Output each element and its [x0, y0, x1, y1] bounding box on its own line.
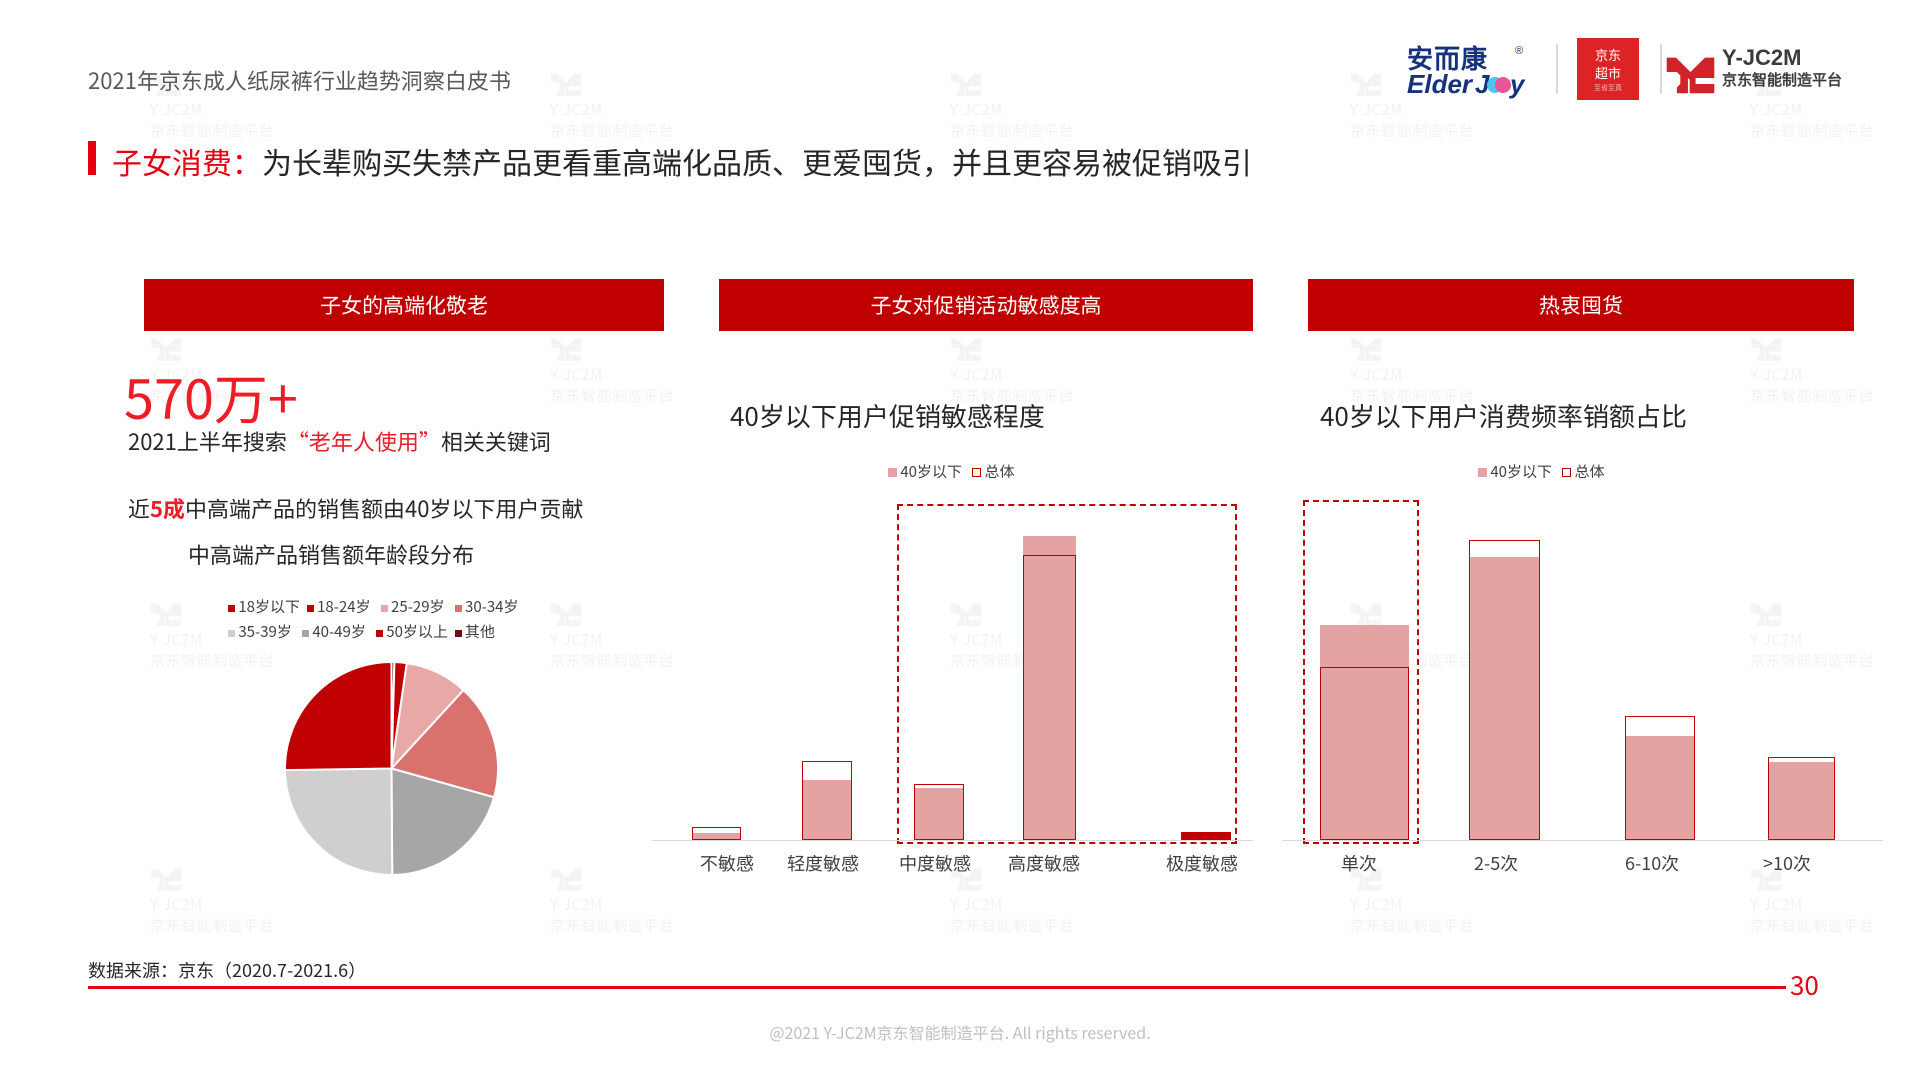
svg-text:Elder: Elder — [1407, 69, 1474, 99]
svg-text:y: y — [1508, 69, 1526, 99]
svg-text:超市: 超市 — [1595, 66, 1621, 81]
svg-text:京东智能制造平台: 京东智能制造平台 — [1722, 71, 1842, 89]
svg-text:至省至真: 至省至真 — [1594, 83, 1622, 92]
svg-text:®: ® — [1515, 45, 1523, 57]
svg-text:京东: 京东 — [1595, 48, 1621, 63]
svg-text:Y-JC2M: Y-JC2M — [1722, 45, 1801, 70]
